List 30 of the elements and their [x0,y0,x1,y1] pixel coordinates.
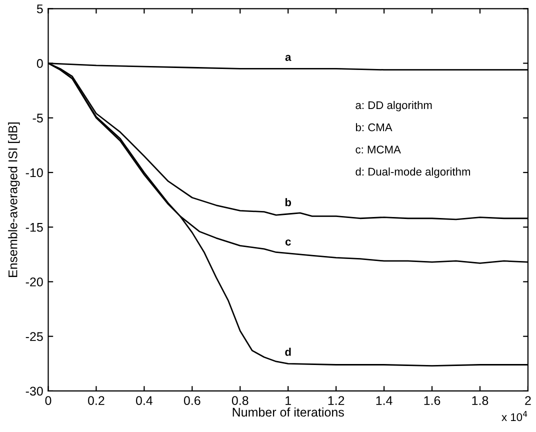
x-tick-label: 1.6 [424,396,440,406]
text: x 10$^{4}$ [502,411,528,422]
annotation: a: DD algorithm [356,100,432,112]
annotation: d: Dual-mode algorithm [356,167,470,178]
y-tick-label: -25 [26,332,43,341]
series-label: d [285,348,291,356]
x-tick-label: 0.4 [136,396,153,406]
y-tick-label: -5 [32,114,43,123]
y-tick-label: 5 [36,4,43,14]
x-tick-label: 2 [525,396,531,405]
series-label: a [285,54,292,61]
x-tick-label: 1 [286,396,291,405]
x-tick-label: 0.8 [232,396,248,406]
x-tick-label: 0.2 [88,396,104,406]
x-tick-label: 1.8 [472,396,488,406]
y-tick-label: -15 [26,223,43,232]
x-tick-label: 0 [45,396,52,406]
annotation: b: CMA [356,123,392,132]
x-tick-label: 1.4 [376,396,392,405]
series-label: c [285,239,291,246]
x-tick-label: 0.6 [184,396,200,406]
y-tick-label: -10 [26,168,43,178]
x-axis-title: Number of iterations [232,407,344,417]
annotation: c: MCMA [356,146,401,154]
series-label: b [285,198,292,206]
y-tick-label: -30 [26,386,43,396]
x-tick-label: 1.2 [328,396,344,405]
y-axis-title: Ensemble-averaged ISI [dB] [8,122,20,277]
y-tick-label: -20 [26,278,43,286]
y-tick-label: 0 [36,59,43,68]
